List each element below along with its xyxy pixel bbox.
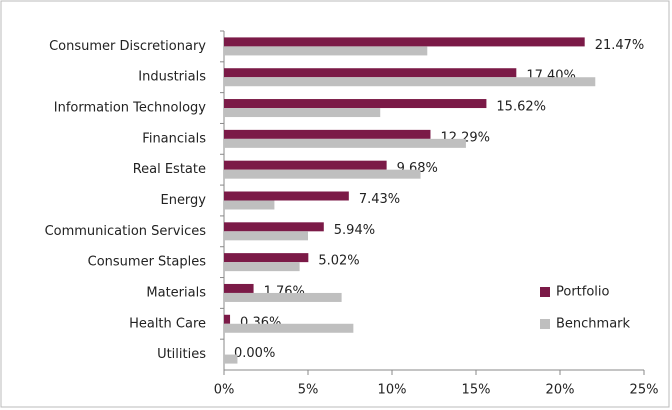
y-tick-label: Utilities — [157, 347, 206, 362]
y-tick-label: Information Technology — [54, 101, 207, 116]
bar — [224, 37, 585, 47]
bar — [224, 283, 254, 293]
bar — [224, 191, 349, 201]
y-tick-label: Financials — [142, 131, 206, 146]
data-label: 0.00% — [234, 346, 275, 361]
data-label: 21.47% — [595, 38, 645, 53]
bar — [224, 292, 342, 302]
legend-label: Portfolio — [556, 285, 610, 300]
bar — [224, 160, 387, 170]
x-tick-label: 20% — [546, 383, 575, 398]
x-tick-label: 15% — [462, 383, 491, 398]
y-tick-label: Communication Services — [45, 224, 207, 239]
bar — [224, 46, 428, 56]
bar — [224, 77, 596, 87]
x-tick-label: 0% — [214, 383, 235, 398]
data-label: 15.62% — [496, 100, 546, 115]
x-tick-label: 25% — [630, 383, 659, 398]
x-tick-label: 5% — [298, 383, 319, 398]
y-tick-label: Real Estate — [133, 162, 206, 177]
bar — [224, 231, 308, 241]
bar — [224, 68, 517, 78]
bar — [224, 314, 231, 324]
data-label: 5.94% — [334, 223, 375, 238]
y-tick-label: Materials — [146, 285, 206, 300]
bar — [224, 99, 487, 109]
bar — [224, 222, 324, 232]
y-tick-label: Consumer Staples — [88, 255, 207, 270]
bar — [224, 354, 238, 364]
data-label: 5.02% — [318, 254, 359, 269]
bar — [224, 253, 309, 263]
x-tick-label: 10% — [378, 383, 407, 398]
data-label: 7.43% — [359, 192, 400, 207]
legend-label: Benchmark — [556, 317, 631, 332]
legend-swatch — [540, 287, 550, 297]
y-tick-label: Consumer Discretionary — [49, 39, 206, 54]
legend-swatch — [540, 319, 550, 329]
bar — [224, 138, 466, 148]
y-tick-label: Industrials — [138, 70, 206, 85]
bar — [224, 323, 354, 333]
bar — [224, 129, 431, 139]
bar — [224, 200, 275, 210]
bar — [224, 108, 381, 118]
y-tick-label: Energy — [160, 193, 206, 208]
y-tick-label: Health Care — [129, 316, 206, 331]
bar — [224, 169, 421, 179]
bar — [224, 262, 300, 272]
